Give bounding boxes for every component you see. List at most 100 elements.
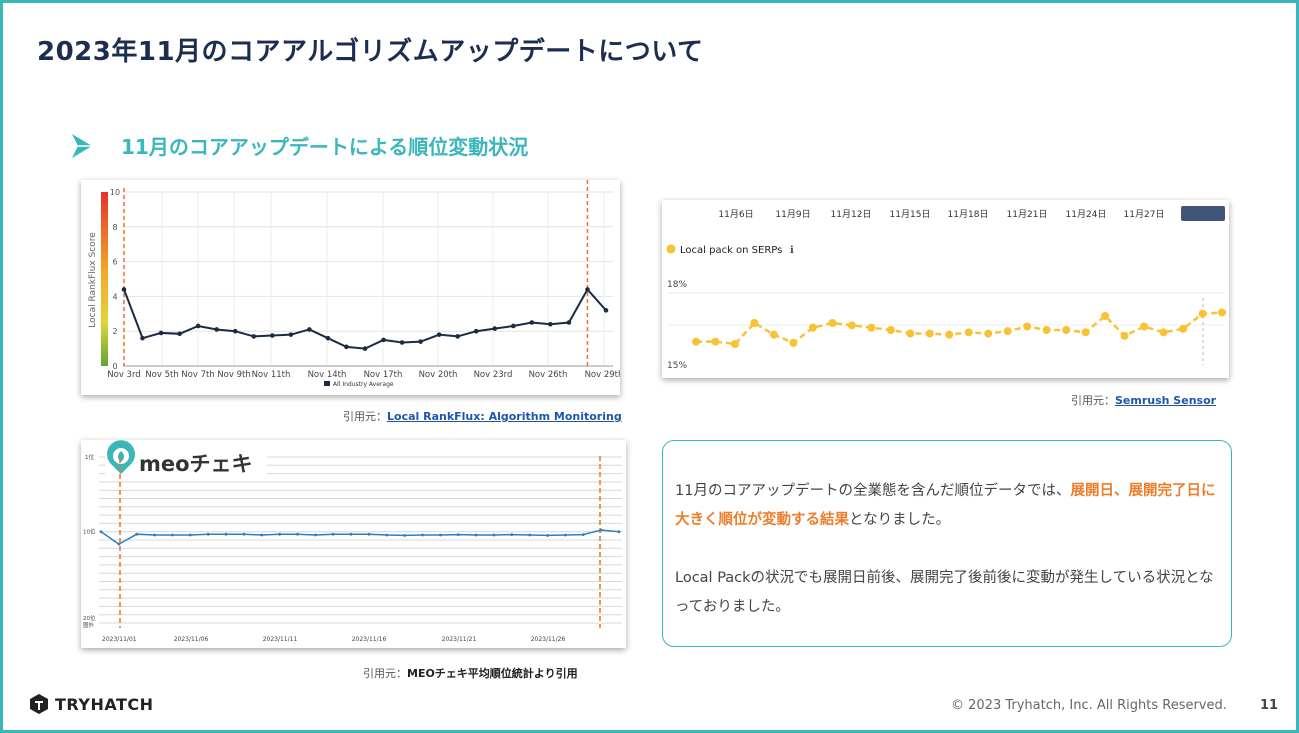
x-tick-label: Nov 23rd: [474, 370, 513, 380]
y-axis-label: Local RankFlux Score: [88, 232, 98, 328]
data-point: [566, 320, 572, 325]
data-point: [455, 334, 460, 339]
date-tab: 11月6日: [718, 209, 753, 220]
data-point: [140, 335, 145, 341]
data-point: [603, 308, 609, 313]
data-point: [121, 287, 127, 292]
data-point: [1140, 322, 1149, 331]
data-point: [474, 533, 478, 537]
data-point: [296, 532, 299, 536]
subheading-text: 11月のコアアップデートによる順位変動状況: [121, 135, 529, 159]
date-tab: 11月21日: [1007, 209, 1048, 220]
data-point: [117, 542, 121, 546]
chart1-caption: 引用元：Local RankFlux: Algorithm Monitoring: [343, 408, 622, 424]
x-tick-label: 2023/11/16: [352, 636, 387, 643]
x-tick-label: Nov 9th: [217, 370, 250, 380]
data-point: [750, 319, 759, 327]
chart3-caption: 引用元：MEOチェキ平均順位統計より引用: [363, 665, 578, 681]
date-tab: 11月9日: [775, 209, 810, 220]
data-point: [260, 533, 264, 537]
info-icon[interactable]: ℹ: [790, 245, 794, 256]
data-point: [828, 319, 837, 327]
caption-prefix: 引用元：: [1071, 394, 1115, 407]
x-tick-label: Nov 29th: [585, 370, 620, 380]
data-point: [867, 323, 876, 332]
data-point: [177, 331, 182, 337]
score-color-scale: [101, 192, 108, 366]
data-point: [242, 532, 246, 536]
data-point: [331, 532, 335, 536]
note-paragraph-2: Local Packの状況でも展開日前後、展開完了後前後に変動が発生している状況…: [675, 570, 1214, 615]
data-point: [1062, 326, 1071, 334]
data-point: [99, 530, 103, 534]
legend-dot: [666, 244, 676, 254]
data-point: [1003, 327, 1012, 336]
x-tick-label: Nov 20th: [419, 370, 458, 380]
y-tick-label: 8: [112, 223, 117, 232]
x-tick-label: Nov 26th: [529, 370, 568, 380]
semrush-chart: 11月6日 11月9日 11月12日 11月15日 11月18日 11月21日 11月24日…: [666, 206, 1226, 371]
data-point: [288, 332, 294, 337]
data-point: [511, 323, 516, 329]
data-point: [964, 328, 973, 337]
x-tick-label: Nov 5th: [145, 370, 178, 380]
data-point: [769, 330, 778, 339]
semrush-source-link[interactable]: Semrush Sensor: [1115, 394, 1217, 407]
x-tick-label: Nov 7th: [181, 370, 214, 380]
note-paragraph-1: 11月のコアアップデートの全業態を含んだ順位データでは、展開日、展開完了日に大き…: [675, 477, 1219, 535]
local-pack-line: [696, 311, 1223, 346]
rankflux-line: [123, 287, 607, 350]
x-tick-label: 2023/11/21: [442, 636, 477, 643]
data-point: [214, 327, 219, 332]
data-point: [510, 533, 514, 537]
data-point: [528, 533, 532, 537]
note-highlight: 展開日、展開完了日に大きく順位が変動する結果: [675, 483, 1216, 528]
data-point: [403, 534, 407, 537]
arrow-bullet-icon: [72, 133, 92, 158]
selected-date-highlight[interactable]: [1181, 206, 1225, 221]
data-point: [438, 533, 442, 537]
data-point: [1081, 328, 1090, 337]
data-point: [232, 328, 238, 334]
data-point: [135, 532, 139, 536]
hatch-logo-icon: [30, 694, 48, 714]
logo-text: TRYHATCH: [55, 694, 154, 714]
data-point: [730, 340, 739, 348]
y-tick-label: 4: [112, 292, 117, 301]
data-point: [548, 321, 553, 327]
x-tick-label: Nov 11th: [252, 370, 291, 380]
data-point: [153, 533, 156, 537]
rankflux-source-link[interactable]: Local RankFlux: Algorithm Monitoring: [387, 410, 622, 423]
data-point: [984, 329, 993, 338]
x-tick-label: 2023/11/26: [531, 636, 566, 643]
tryhatch-logo[interactable]: TRYHATCH: [29, 693, 154, 715]
data-point: [278, 532, 282, 536]
data-point: [1218, 308, 1226, 317]
y-tick-label: 15%: [667, 361, 687, 371]
data-point: [399, 340, 405, 345]
data-point: [436, 332, 442, 337]
rankflux-chart-card: Local RankFlux Score 0 2 4 6 8 10 Nov 3rd Nov …: [81, 180, 623, 395]
date-tab: 11月12日: [831, 209, 872, 220]
data-point: [195, 323, 201, 329]
x-tick-label: Nov 3rd: [107, 370, 140, 380]
legend-label: All Industry Average: [333, 381, 394, 388]
data-point: [325, 335, 331, 341]
data-point: [692, 337, 700, 346]
caption-source: MEOチェキ平均順位統計より引用: [407, 667, 578, 680]
y-tick-label: 10位: [83, 528, 96, 536]
subheading: 11月のコアアップデートによる順位変動状況: [71, 131, 528, 160]
data-point: [886, 326, 895, 334]
data-point: [270, 333, 275, 338]
data-point: [385, 533, 389, 537]
x-tick-label: 2023/11/06: [174, 636, 209, 643]
data-point: [1198, 309, 1207, 318]
data-point: [789, 338, 798, 347]
meo-rank-line: [100, 529, 620, 546]
data-point: [711, 337, 720, 346]
slide-title: 2023年11月のコアアルゴリズムアップデートについて: [37, 37, 704, 67]
x-tick-label: Nov 17th: [364, 370, 403, 380]
data-point: [529, 320, 535, 325]
data-point: [171, 533, 174, 537]
